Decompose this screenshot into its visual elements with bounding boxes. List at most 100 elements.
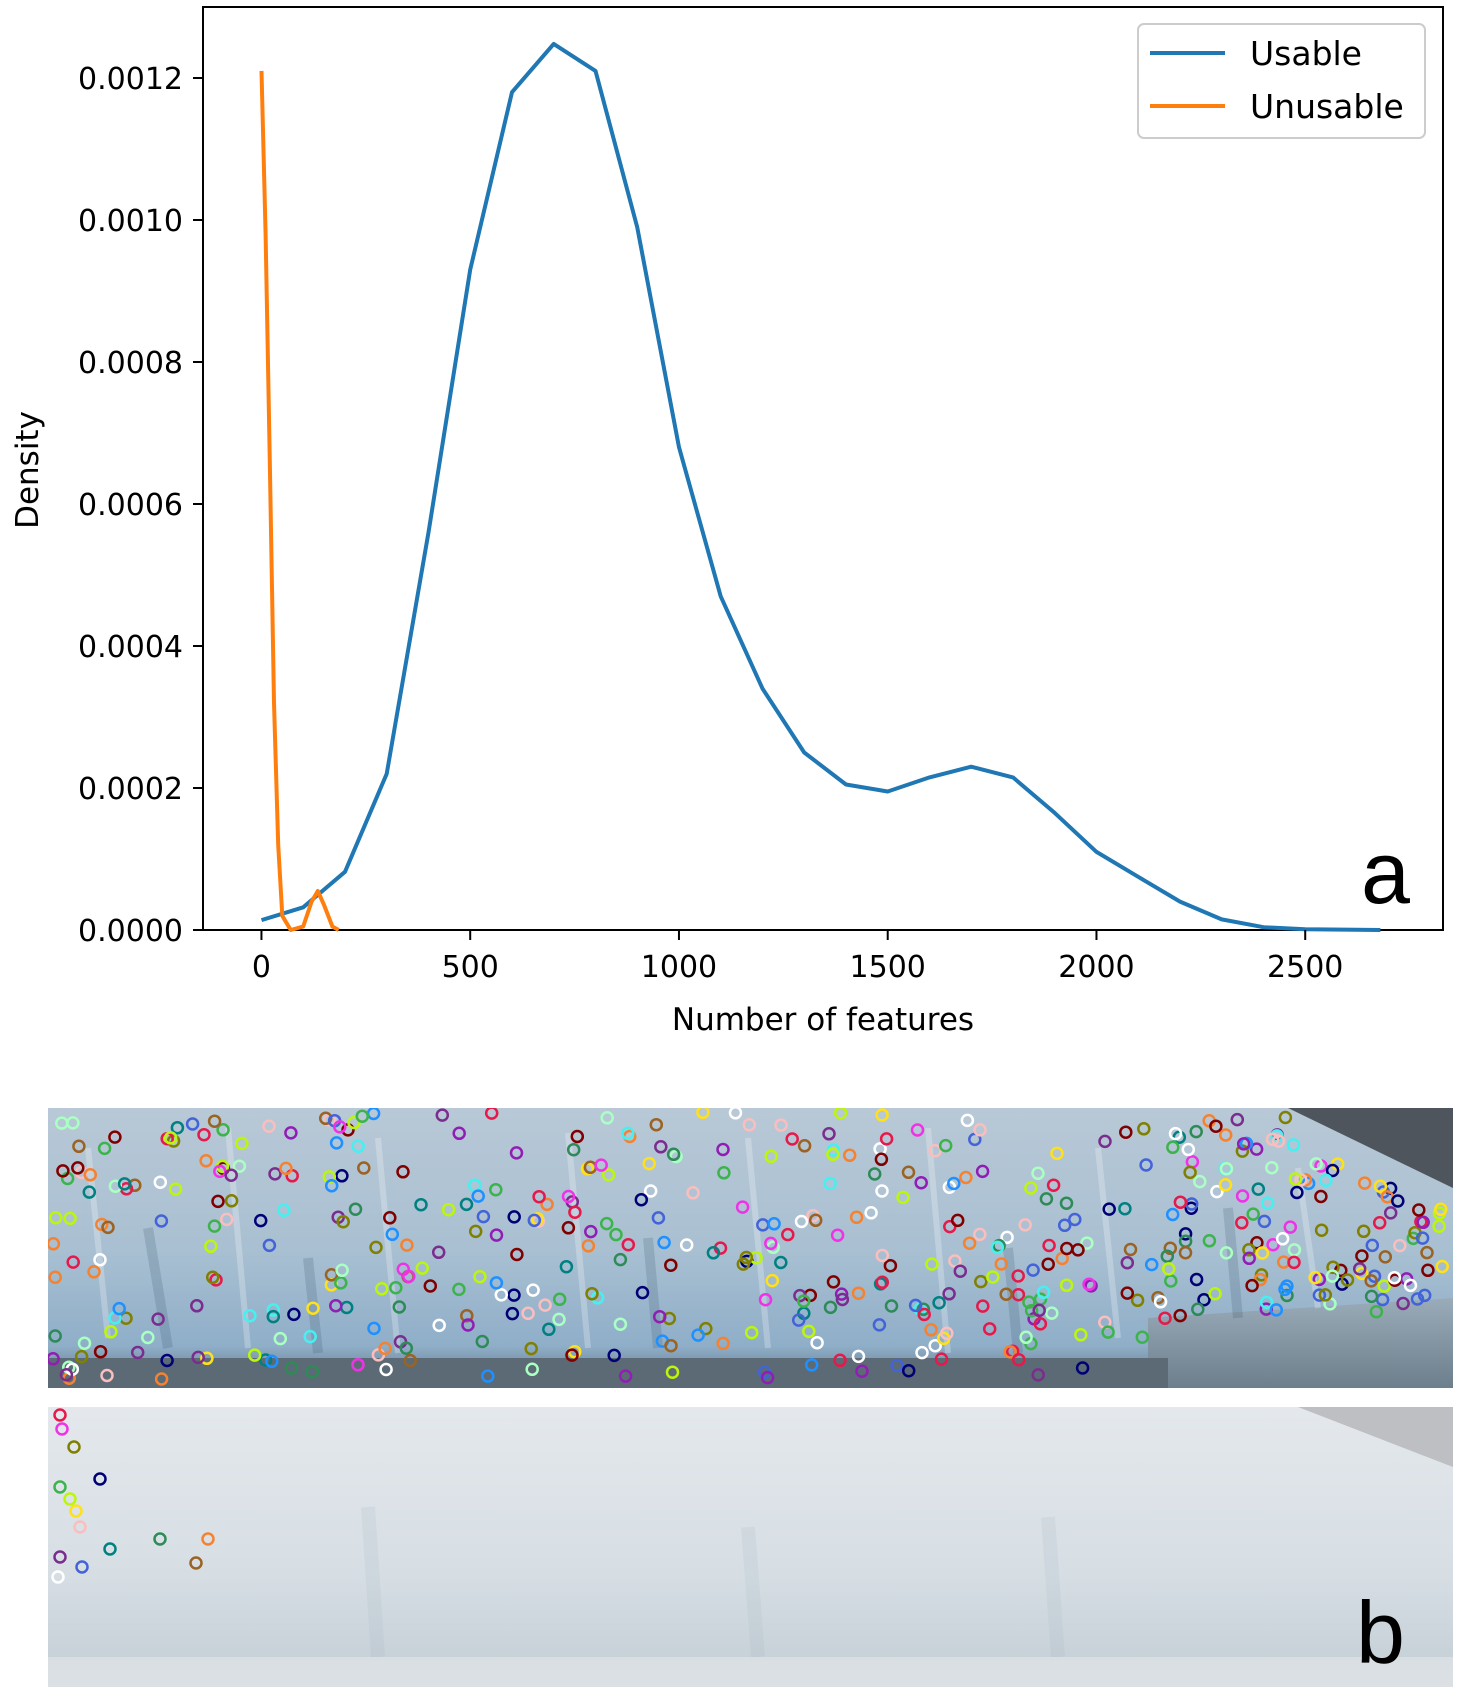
feature-marker xyxy=(460,1308,474,1323)
feature-marker xyxy=(232,1159,247,1173)
feature-marker xyxy=(706,1246,721,1260)
feature-marker xyxy=(318,1111,333,1126)
feature-marker xyxy=(1278,1110,1293,1125)
feature-marker xyxy=(1059,1196,1074,1210)
feature-marker xyxy=(940,1326,954,1341)
feature-marker xyxy=(1003,1345,1017,1359)
feature-marker xyxy=(243,1308,257,1323)
feature-marker xyxy=(570,1129,585,1144)
feature-marker xyxy=(802,1324,816,1339)
feature-marker xyxy=(1406,1231,1421,1246)
legend-label-usable: Usable xyxy=(1250,34,1362,73)
feature-marker xyxy=(1312,1288,1327,1302)
feature-marker xyxy=(992,1238,1006,1253)
feature-marker xyxy=(1033,1317,1048,1331)
feature-marker xyxy=(505,1306,520,1321)
glacier-photo-usable xyxy=(48,1108,1453,1388)
feature-marker xyxy=(1160,1249,1175,1263)
feature-marker xyxy=(1022,1295,1036,1309)
feature-marker xyxy=(66,1255,80,1269)
feature-marker xyxy=(507,1288,521,1302)
feature-marker xyxy=(476,1209,491,1224)
feature-marker xyxy=(1101,1325,1115,1339)
feature-marker xyxy=(1230,1112,1245,1127)
feature-marker xyxy=(1269,1303,1284,1317)
feature-marker xyxy=(489,1228,504,1242)
feature-marker xyxy=(112,1301,126,1316)
feature-marker xyxy=(1074,1328,1088,1342)
feature-marker xyxy=(875,1248,890,1263)
feature-marker xyxy=(607,1348,621,1363)
feature-marker xyxy=(1042,1238,1056,1253)
glacier-photo-unusable-image xyxy=(48,1407,1453,1687)
feature-marker xyxy=(833,1353,847,1368)
feature-marker xyxy=(552,1312,566,1327)
series-line-unusable xyxy=(259,70,340,932)
feature-marker xyxy=(1178,1227,1193,1241)
feature-marker xyxy=(347,1115,361,1130)
feature-marker xyxy=(875,1275,890,1290)
feature-marker xyxy=(1364,1274,1378,1288)
feature-marker xyxy=(1326,1260,1340,1275)
feature-marker xyxy=(1210,1184,1224,1199)
feature-markers-top xyxy=(48,1108,1449,1386)
feature-marker xyxy=(867,1167,882,1181)
x-tick-label: 1000 xyxy=(641,950,717,985)
feature-marker xyxy=(1120,1255,1135,1270)
feature-marker xyxy=(153,1532,167,1546)
feature-marker xyxy=(160,1353,174,1368)
feature-marker xyxy=(73,1520,87,1534)
feature-marker xyxy=(1189,1272,1204,1287)
feature-marker xyxy=(599,1216,614,1231)
feature-marker xyxy=(284,1126,298,1140)
feature-marker xyxy=(211,1194,225,1209)
feature-marker xyxy=(525,1362,539,1377)
feature-marker xyxy=(928,1143,942,1158)
feature-marker xyxy=(224,1168,238,1182)
feature-marker xyxy=(101,1220,115,1235)
x-tick-label: 0 xyxy=(252,950,271,985)
feature-marker xyxy=(833,1108,848,1120)
feature-marker xyxy=(1202,1234,1217,1248)
feature-marker xyxy=(63,1211,77,1226)
feature-marker xyxy=(1218,1128,1233,1142)
feature-marker xyxy=(53,1480,67,1494)
feature-marker xyxy=(642,1156,656,1171)
feature-marker xyxy=(764,1149,778,1164)
panel-label-a: a xyxy=(1361,823,1410,922)
feature-marker xyxy=(197,1127,211,1142)
feature-marker xyxy=(1163,1241,1178,1256)
feature-marker xyxy=(93,1472,107,1486)
feature-marker xyxy=(378,1341,392,1356)
feature-marker xyxy=(1357,1176,1372,1190)
feature-marker xyxy=(728,1108,743,1120)
series-lines xyxy=(259,41,1381,932)
feature-marker xyxy=(527,1213,542,1228)
feature-marker xyxy=(383,1211,397,1225)
feature-marker xyxy=(962,1236,977,1250)
feature-marker xyxy=(1173,1308,1187,1323)
feature-marker xyxy=(153,1175,168,1189)
feature-marker xyxy=(219,1212,234,1227)
feature-marker xyxy=(791,1313,806,1327)
plot-frame xyxy=(202,6,1444,931)
feature-marker xyxy=(336,1214,350,1229)
feature-marker xyxy=(1393,1238,1407,1253)
feature-marker xyxy=(1325,1163,1340,1178)
feature-marker xyxy=(679,1238,694,1252)
feature-marker xyxy=(1290,1185,1304,1200)
feature-marker xyxy=(473,1269,487,1284)
feature-marker xyxy=(75,1560,89,1574)
feature-marker xyxy=(1314,1189,1328,1204)
feature-marker xyxy=(151,1312,165,1326)
feature-marker xyxy=(166,1134,181,1148)
feature-marker xyxy=(117,1177,132,1191)
feature-marker xyxy=(613,1252,628,1267)
feature-marker xyxy=(375,1282,389,1296)
feature-marker xyxy=(1266,1237,1280,1252)
feature-marker xyxy=(1166,1140,1180,1155)
feature-marker xyxy=(1242,1251,1256,1266)
feature-marker xyxy=(82,1185,97,1199)
feature-marker xyxy=(600,1111,614,1125)
feature-marker xyxy=(1356,1224,1371,1239)
